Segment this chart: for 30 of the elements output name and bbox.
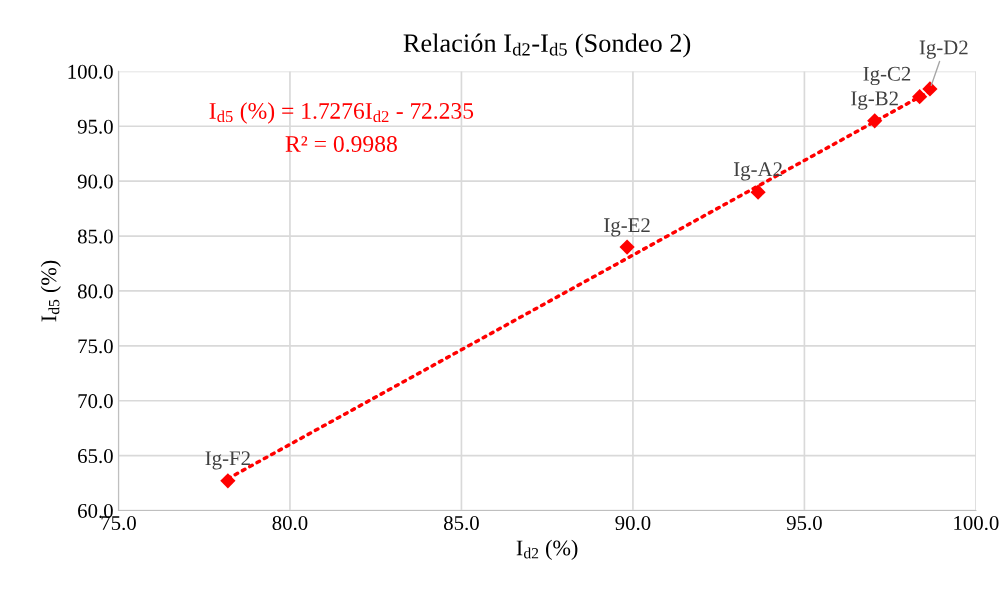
x-tick-label: 100.0 <box>954 515 999 531</box>
x-tick-label: 85.0 <box>444 515 479 531</box>
annotation: R² = 0.9988 <box>285 136 397 153</box>
x-tick-label: 95.0 <box>786 515 822 531</box>
y-tick-label: 75.0 <box>78 339 113 354</box>
annotation: Ig-D2 <box>919 40 968 59</box>
point <box>912 89 928 105</box>
annotation: Ig-B2 <box>851 91 898 110</box>
point <box>220 473 236 489</box>
y-tick-label: 70.0 <box>78 394 113 409</box>
chart-title: Relación I$_{d2}$-I$_{d5}$ (Sondeo 2) <box>403 33 691 58</box>
annotation: Ig-E2 <box>604 218 650 237</box>
annotation: Ig-C2 <box>863 66 911 86</box>
x-tick-label: 80.0 <box>272 515 308 531</box>
point <box>922 81 938 97</box>
annotation: Ig-F2 <box>205 451 250 470</box>
y-tick-label: 85.0 <box>77 229 113 244</box>
x-axis-title: I$_{d2}$ (%) <box>516 539 578 560</box>
point <box>867 113 883 129</box>
x-tick-label: 90.0 <box>615 515 651 531</box>
y-tick-label: 100.0 <box>68 64 113 79</box>
point <box>750 184 766 200</box>
y-tick-label: 95.0 <box>77 119 113 134</box>
point <box>619 239 635 255</box>
y-tick-label: 80.0 <box>77 284 113 299</box>
y-tick-label: 90.0 <box>77 174 113 189</box>
y-tick-label: 65.0 <box>78 449 113 464</box>
y-axis-title: I$_{d5}$ (%) <box>40 260 61 322</box>
annotation: I$_{d5}$ (%) = 1.7276I$_{d2}$ - 72.235 <box>209 102 474 124</box>
annotation: Ig-A2 <box>733 162 782 181</box>
